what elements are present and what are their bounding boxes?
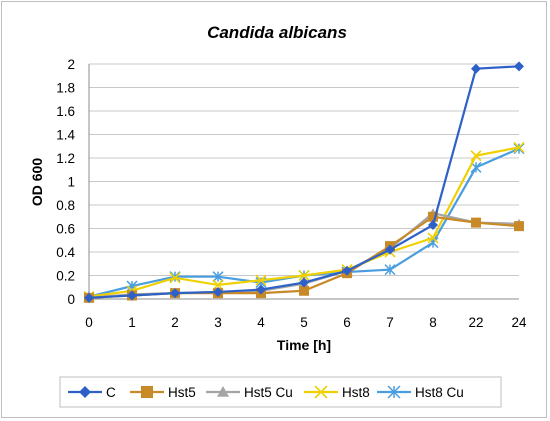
legend-item: Hst8 [304,385,370,400]
data-point [470,150,482,162]
x-tick-label: 22 [468,315,483,330]
y-axis-title: OD 600 [29,158,45,206]
legend: C Hst5 Hst5 Cu Hst8 Hst8 Cu [59,376,502,408]
chart-title: Candida albicans [207,23,347,42]
data-point [471,63,481,74]
x-tick-label: 24 [511,315,527,330]
x-tick-label: 0 [85,315,93,330]
data-point [471,217,481,228]
x-tick-label: 6 [343,315,351,330]
x-tick-label: 3 [214,315,222,330]
y-tick-label: 0.4 [56,245,75,260]
y-tick-label: 1.6 [56,104,75,119]
x-tick-label: 1 [128,315,136,330]
data-point [428,219,438,230]
y-tick-label: 0.6 [56,222,75,237]
y-tick-label: 0.8 [56,198,75,213]
data-point [169,271,181,283]
data-point [342,265,352,276]
data-point [385,244,395,255]
x-tick-label: 8 [429,315,437,330]
gridlines [89,63,519,276]
data-point [513,143,525,155]
data-point [299,277,309,288]
legend-item: Hst8 Cu [377,385,464,400]
legend-label: Hst8 Cu [415,385,464,400]
data-point [384,264,396,276]
y-tick-label: 1.8 [56,81,75,96]
x-tick-labels: 0 1 2 3 4 5 6 7 8 22 24 [85,315,527,330]
legend-marker [217,386,229,397]
legend-label: Hst8 [342,385,370,400]
data-point [299,285,309,296]
x-tick-label: 2 [171,315,179,330]
y-tick-label: 1.2 [56,151,75,166]
series-layer [83,61,525,303]
y-tick-label: 2 [67,57,75,72]
data-point [513,141,525,153]
y-tick-label: 0.2 [56,269,75,284]
x-tick-label: 5 [300,315,308,330]
legend-item: Hst5 [130,385,196,400]
legend-marker [387,385,401,399]
series-c [84,61,524,303]
data-point [428,211,438,222]
legend-label: Hst5 [168,385,196,400]
data-point [514,61,524,72]
series-hst5 [84,211,524,303]
data-point [212,271,224,283]
x-tick-label: 4 [257,315,265,330]
x-axis-title: Time [h] [277,337,331,353]
data-point [256,284,266,295]
series-line [88,65,520,299]
legend-marker [141,386,153,398]
data-point [84,292,94,303]
data-point [427,232,439,244]
data-point [127,290,137,301]
data-point [213,286,223,297]
data-point [255,274,267,286]
legend-marker [314,385,328,399]
legend-label: Hst5 Cu [244,385,293,400]
legend-item: C [68,385,116,400]
x-tick-label: 7 [386,315,394,330]
legend-label: C [106,385,116,400]
legend-item: Hst5 Cu [206,385,293,400]
axes [88,64,519,300]
y-tick-label: 1.4 [56,128,75,143]
data-point [170,288,180,299]
data-point [169,272,181,284]
y-tick-label: 1 [67,175,75,190]
data-point [514,221,524,232]
y-tick-labels: 0 0.2 0.4 0.6 0.8 1 1.2 1.4 1.6 1.8 2 [56,57,75,307]
data-point [298,269,310,282]
legend-marker [79,386,91,398]
y-tick-label: 0 [67,292,75,307]
